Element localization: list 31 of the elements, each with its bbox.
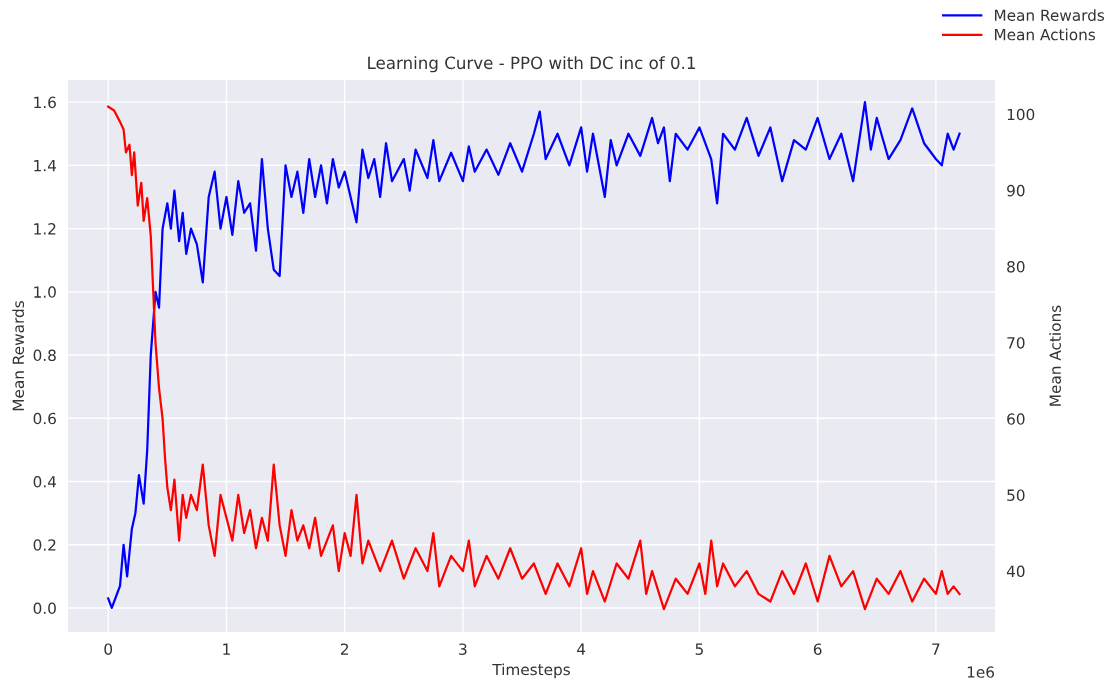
- y2-tick-label: 90: [1007, 184, 1025, 197]
- y2-tick-label: 40: [1006, 565, 1025, 578]
- y2-tick-label: 70: [1007, 337, 1025, 349]
- x-tick-label: 6: [813, 643, 822, 655]
- chart-title: Learning Curve - PPO with DC inc of 0.1: [368, 56, 695, 73]
- x-axis-title: Timesteps: [492, 663, 570, 679]
- legend-label: Mean Rewards: [994, 9, 1105, 21]
- x-tick-label: 2: [340, 643, 349, 655]
- y-tick-label: 0.0: [33, 602, 56, 614]
- y-tick-label: 1.2: [34, 223, 56, 235]
- y-tick-label: 0.4: [33, 475, 57, 488]
- legend-label: Mean Actions: [994, 28, 1096, 41]
- x-tick-label: 5: [695, 643, 703, 655]
- text: 1e6: [967, 666, 995, 678]
- y-tick-label: 0.2: [33, 539, 56, 551]
- y2-tick-label: 50: [1007, 489, 1025, 501]
- y-tick-label: 0.6: [33, 412, 56, 425]
- y-tick-label: 1.6: [34, 96, 56, 109]
- x-tick-label: 3: [459, 643, 467, 655]
- y-tick-label: 1.4: [34, 160, 57, 172]
- x-tick-label: 7: [932, 643, 940, 655]
- y-tick-label: 0.8: [33, 349, 56, 362]
- y-tick-label: 1.0: [34, 286, 56, 298]
- y2-axis-title: Mean Actions: [1049, 305, 1061, 406]
- y2-tick-label: 100: [1007, 108, 1035, 121]
- y2-tick-label: 60: [1007, 413, 1025, 425]
- x-tick-label: 4: [577, 643, 586, 655]
- x-tick-label: 0: [104, 643, 113, 655]
- x-tick-label: 1: [223, 643, 230, 655]
- y2-tick-label: 80: [1007, 261, 1025, 273]
- y-axis-title: Mean Rewards: [12, 301, 25, 411]
